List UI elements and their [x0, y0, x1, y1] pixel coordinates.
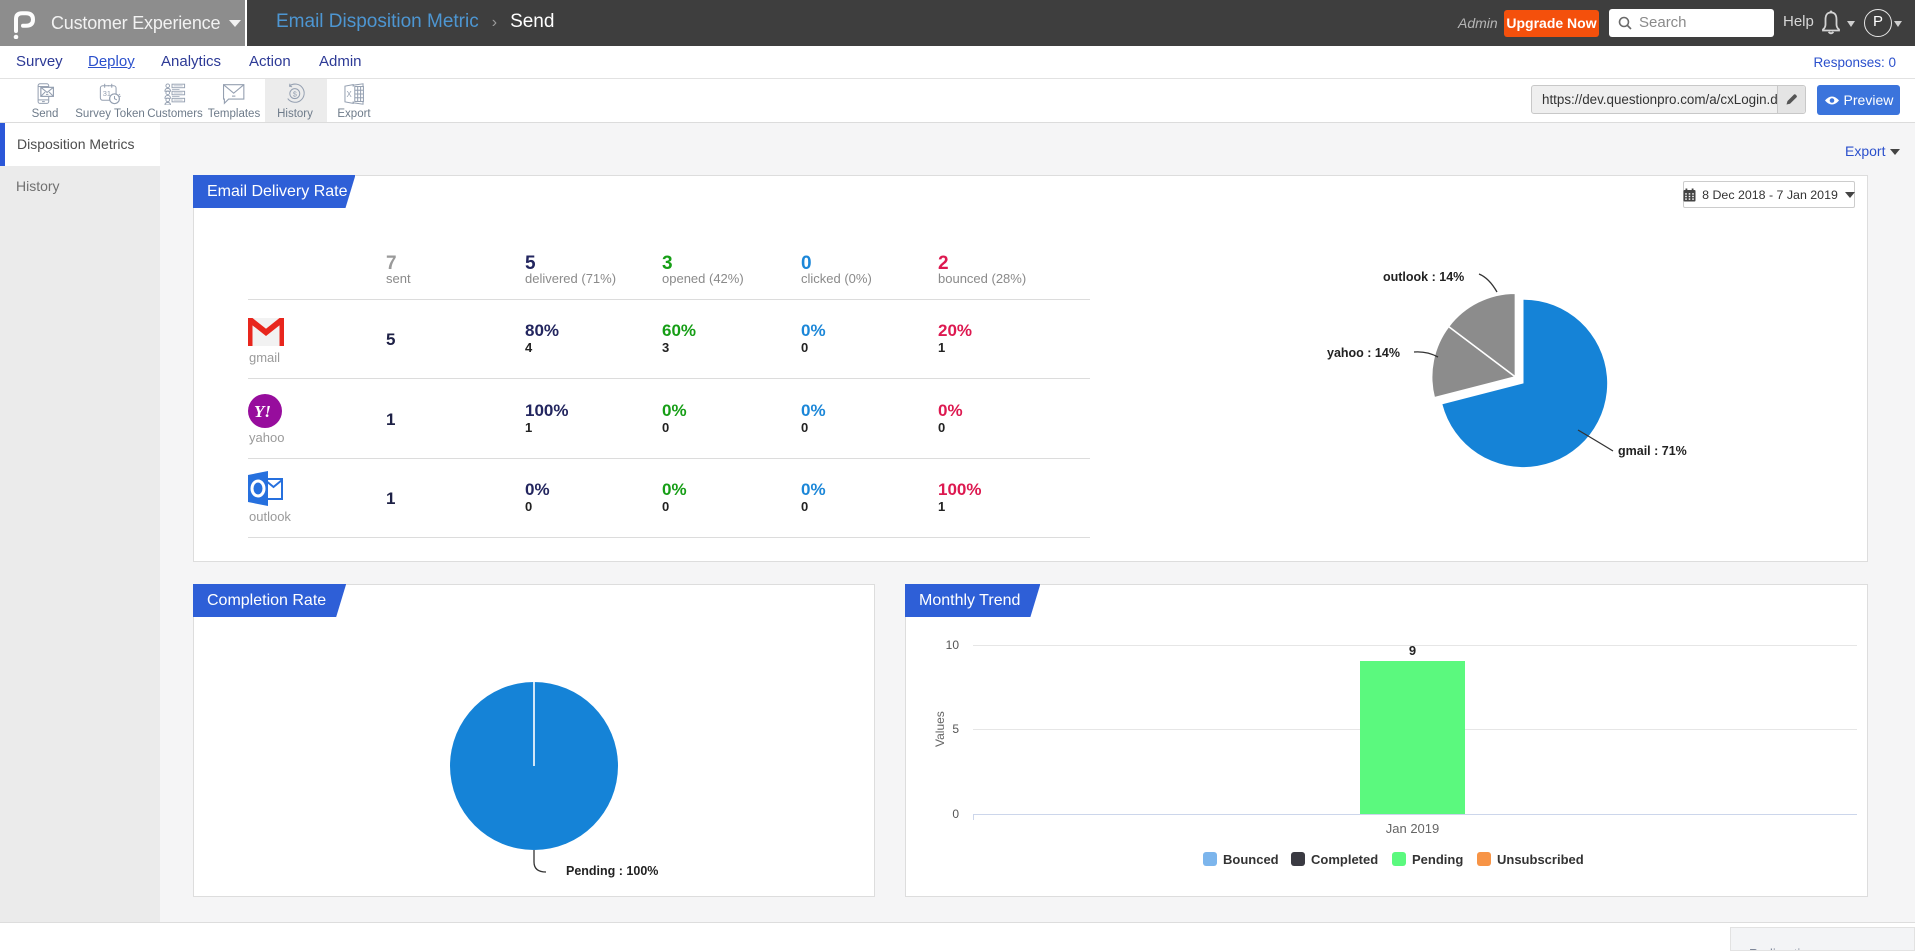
svg-text:X: X	[347, 90, 353, 99]
svg-text:$: $	[293, 91, 297, 98]
svg-text:31: 31	[103, 89, 111, 98]
svg-text:Y!: Y!	[254, 402, 271, 421]
